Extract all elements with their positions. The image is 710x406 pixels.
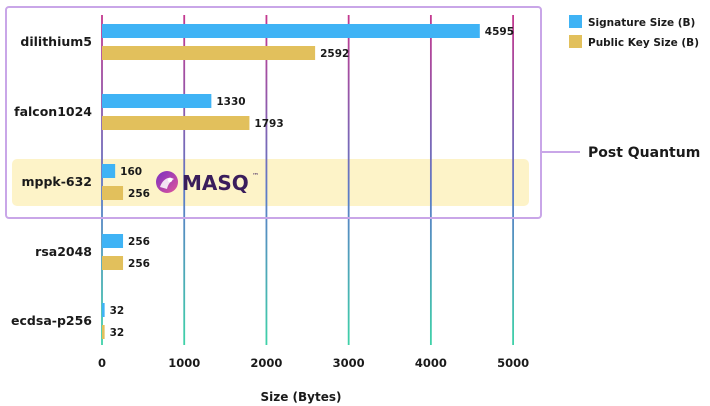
x-tick-label: 4000 — [415, 356, 447, 370]
gridline — [512, 15, 514, 345]
category-label: dilithium5 — [20, 34, 92, 49]
trademark-mark: ™ — [252, 172, 259, 180]
legend: Signature Size (B) Public Key Size (B) — [569, 15, 699, 49]
data-label: 256 — [128, 188, 150, 200]
x-tick-label: 3000 — [333, 356, 365, 370]
masq-logo-text: MASQ — [182, 171, 249, 195]
category-label: falcon1024 — [14, 104, 92, 119]
data-label: 1330 — [216, 96, 245, 108]
data-label: 256 — [128, 258, 150, 270]
gridline — [101, 15, 103, 345]
data-label: 160 — [120, 166, 142, 178]
post-quantum-label: Post Quantum — [588, 145, 700, 161]
category-label: mppk-632 — [21, 174, 92, 189]
bar — [102, 234, 124, 248]
bar — [102, 325, 105, 339]
gridline — [183, 15, 186, 345]
post-quantum-group-box — [5, 6, 542, 219]
bars: 4595 2592 1330 1793 160 256 256 256 32 32 — [102, 24, 514, 339]
category-label: rsa2048 — [35, 244, 92, 259]
category-label: ecdsa-p256 — [11, 313, 92, 328]
gridlines — [101, 15, 514, 345]
category-labels: dilithium5 falcon1024 mppk-632 rsa2048 ecdsa… — [11, 34, 92, 328]
x-tick-label: 1000 — [168, 356, 200, 370]
bar — [102, 116, 250, 130]
bar — [102, 256, 124, 270]
highlight-band — [12, 159, 529, 206]
bar — [102, 94, 212, 108]
gridline — [429, 15, 432, 345]
gridline — [347, 15, 350, 345]
x-tick-labels: 0 1000 2000 3000 4000 5000 — [98, 356, 529, 370]
data-label: 2592 — [320, 48, 349, 60]
masq-logo: MASQ ™ — [156, 171, 259, 195]
gridline — [265, 15, 268, 345]
data-label: 32 — [110, 327, 125, 339]
legend-label: Signature Size (B) — [588, 17, 695, 29]
legend-swatch — [569, 15, 582, 28]
bar — [102, 303, 105, 317]
x-tick-label: 2000 — [250, 356, 282, 370]
x-tick-label: 5000 — [497, 356, 529, 370]
legend-label: Public Key Size (B) — [588, 37, 699, 49]
x-tick-label: 0 — [98, 356, 106, 370]
bar — [102, 46, 316, 60]
bar — [102, 186, 124, 200]
data-label: 1793 — [254, 118, 283, 130]
data-label: 256 — [128, 236, 150, 248]
data-label: 32 — [110, 305, 125, 317]
bar — [102, 164, 116, 178]
x-axis-title: Size (Bytes) — [260, 390, 341, 404]
bar — [102, 24, 480, 38]
data-label: 4595 — [485, 26, 514, 38]
legend-swatch — [569, 35, 582, 48]
